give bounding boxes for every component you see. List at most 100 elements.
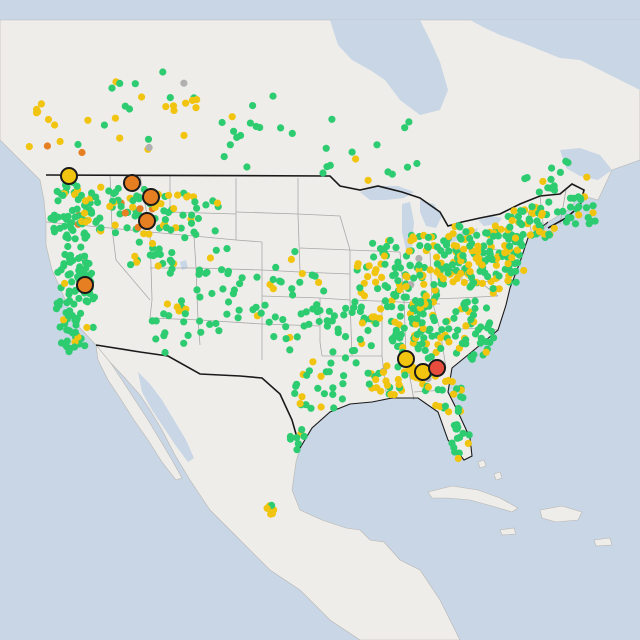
station-marker-good[interactable] (294, 440, 302, 448)
station-marker-good[interactable] (514, 259, 522, 267)
station-marker-good[interactable] (433, 243, 441, 251)
station-marker-good[interactable] (208, 289, 216, 298)
station-marker-good[interactable] (246, 119, 254, 127)
station-marker-good[interactable] (405, 118, 413, 126)
station-marker-good[interactable] (64, 234, 72, 242)
station-marker-moderate[interactable] (504, 260, 512, 268)
station-marker-good[interactable] (550, 186, 559, 194)
station-marker-moderate[interactable] (213, 199, 222, 207)
station-marker-moderate[interactable] (111, 221, 119, 229)
station-marker-good[interactable] (394, 258, 402, 266)
station-marker-good[interactable] (188, 211, 196, 219)
station-marker-good[interactable] (276, 277, 284, 285)
station-marker-moderate[interactable] (80, 209, 89, 217)
station-marker-good[interactable] (292, 382, 300, 390)
station-marker-good[interactable] (233, 133, 241, 141)
station-marker-good[interactable] (288, 285, 296, 293)
station-marker-moderate[interactable] (228, 113, 236, 121)
station-marker-good[interactable] (334, 329, 342, 337)
station-marker-good[interactable] (544, 184, 552, 192)
station-marker-moderate[interactable] (396, 286, 404, 294)
station-marker-moderate[interactable] (383, 381, 391, 389)
station-marker-moderate[interactable] (157, 200, 165, 208)
station-marker-good[interactable] (230, 127, 238, 135)
station-marker-good[interactable] (514, 212, 523, 221)
station-marker-good[interactable] (564, 159, 572, 167)
station-marker-moderate[interactable] (383, 362, 391, 370)
station-marker-good[interactable] (388, 303, 396, 311)
station-marker-good[interactable] (459, 394, 467, 402)
station-marker-good[interactable] (480, 242, 488, 250)
station-marker-good[interactable] (329, 384, 337, 392)
station-marker-moderate[interactable] (538, 209, 546, 217)
station-marker-good[interactable] (116, 79, 124, 87)
station-marker-good[interactable] (470, 351, 478, 359)
station-marker-good[interactable] (486, 238, 494, 246)
station-marker-good[interactable] (341, 333, 350, 341)
station-marker-good[interactable] (125, 105, 134, 113)
station-marker-good[interactable] (224, 298, 233, 306)
station-marker-moderate[interactable] (379, 368, 387, 376)
station-marker-good[interactable] (396, 264, 405, 272)
station-marker-good[interactable] (416, 271, 424, 279)
station-marker-good[interactable] (81, 252, 89, 260)
station-marker-good[interactable] (108, 84, 116, 92)
station-marker-good[interactable] (325, 368, 333, 376)
station-marker-good[interactable] (196, 317, 204, 325)
station-marker-moderate[interactable] (575, 211, 583, 219)
station-marker-good[interactable] (348, 347, 357, 355)
station-marker-good[interactable] (356, 335, 364, 343)
station-marker-moderate[interactable] (380, 252, 388, 260)
station-marker-good[interactable] (427, 353, 435, 361)
station-marker-good[interactable] (545, 198, 553, 206)
station-marker-good[interactable] (261, 301, 269, 309)
station-marker-good[interactable] (131, 80, 139, 88)
station-marker-good[interactable] (488, 255, 496, 264)
station-marker-good[interactable] (444, 269, 452, 277)
station-marker-good[interactable] (155, 245, 163, 253)
station-marker-moderate[interactable] (453, 242, 461, 250)
station-marker-good[interactable] (202, 201, 210, 209)
station-marker-good[interactable] (123, 224, 131, 232)
station-marker-moderate[interactable] (464, 439, 472, 447)
station-marker-good[interactable] (365, 380, 373, 388)
station-marker-good[interactable] (307, 404, 315, 412)
station-marker-moderate[interactable] (482, 348, 490, 356)
highlighted-station-marker-usg[interactable] (76, 276, 94, 294)
station-marker-good[interactable] (548, 164, 556, 172)
station-marker-good[interactable] (348, 308, 356, 316)
station-marker-good[interactable] (249, 102, 257, 110)
station-marker-good[interactable] (437, 344, 445, 353)
station-marker-moderate[interactable] (60, 316, 68, 324)
station-marker-good[interactable] (177, 224, 185, 232)
station-marker-moderate[interactable] (457, 269, 465, 278)
station-marker-good[interactable] (215, 327, 223, 335)
station-marker-moderate[interactable] (97, 183, 105, 191)
station-marker-moderate[interactable] (364, 176, 372, 184)
station-marker-good[interactable] (535, 188, 543, 196)
station-marker-good[interactable] (223, 310, 231, 318)
station-marker-good[interactable] (82, 264, 90, 272)
station-marker-good[interactable] (135, 193, 143, 201)
station-marker-usg[interactable] (121, 209, 129, 217)
station-marker-good[interactable] (408, 315, 416, 323)
station-marker-good[interactable] (197, 328, 205, 336)
station-marker-good[interactable] (476, 339, 484, 347)
station-marker-moderate[interactable] (419, 324, 427, 333)
station-marker-good[interactable] (469, 311, 478, 319)
station-marker-good[interactable] (220, 153, 228, 161)
station-marker-moderate[interactable] (268, 509, 276, 518)
station-marker-good[interactable] (298, 426, 306, 434)
station-marker-good[interactable] (384, 283, 392, 292)
station-marker-good[interactable] (479, 249, 488, 257)
station-marker-good[interactable] (279, 316, 287, 324)
station-marker-good[interactable] (400, 324, 408, 332)
station-marker-good[interactable] (271, 313, 279, 321)
station-marker-moderate[interactable] (528, 208, 536, 216)
station-marker-good[interactable] (482, 338, 490, 346)
station-marker-good[interactable] (458, 339, 466, 347)
station-marker-moderate[interactable] (360, 292, 368, 300)
station-marker-good[interactable] (168, 249, 176, 257)
station-marker-good[interactable] (226, 141, 234, 149)
